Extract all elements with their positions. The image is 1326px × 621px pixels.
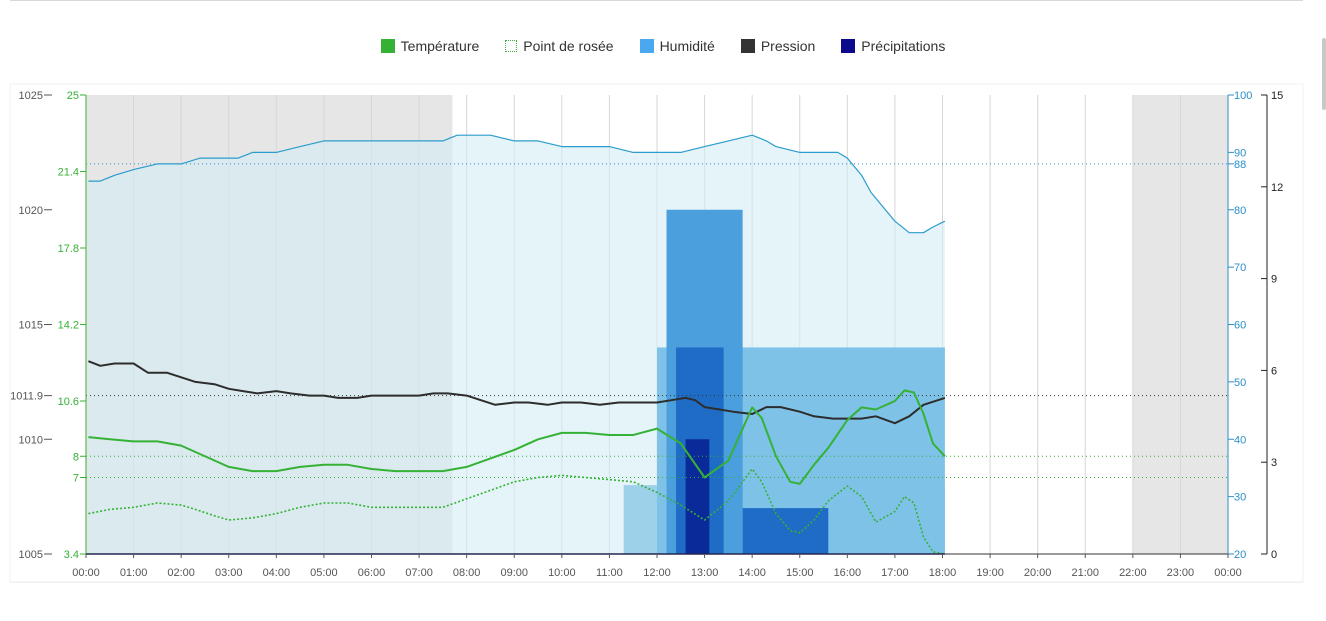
x-tick-label: 17:00	[881, 567, 909, 579]
legend-label: Pression	[760, 38, 816, 54]
solid-square-icon	[380, 39, 395, 53]
temperature-tick-label: 10.6	[58, 396, 79, 408]
x-tick-label: 10:00	[548, 567, 576, 579]
temperature-tick-label: 21.4	[58, 167, 79, 179]
x-tick-label: 07:00	[405, 567, 433, 579]
solid-square-icon	[639, 39, 654, 53]
x-tick-label: 22:00	[1119, 567, 1147, 579]
legend-label: Point de rosée	[523, 38, 614, 54]
x-tick-label: 02:00	[167, 567, 195, 579]
pressure-tick-label: 1010	[19, 434, 43, 446]
precipitation-band	[742, 508, 829, 554]
x-tick-label: 21:00	[1071, 567, 1099, 579]
legend-label: Humidité	[659, 38, 715, 54]
precipitation-tick-label: 6	[1271, 365, 1277, 377]
pressure-tick-label: 1015	[19, 320, 43, 332]
precipitation-tick-label: 12	[1271, 182, 1283, 194]
x-tick-label: 12:00	[643, 567, 671, 579]
x-tick-label: 19:00	[976, 567, 1004, 579]
precipitation-tick-label: 0	[1271, 549, 1277, 561]
x-tick-label: 15:00	[786, 567, 814, 579]
humidity-tick-label: 80	[1234, 205, 1246, 217]
x-tick-label: 16:00	[834, 567, 862, 579]
precipitation-band	[685, 439, 710, 554]
scrollbar[interactable]	[1322, 38, 1326, 110]
humidity-tick-label: 60	[1234, 320, 1246, 332]
bottom-divider	[10, 582, 1303, 583]
legend-label: Température	[400, 38, 480, 54]
x-tick-label: 23:00	[1167, 567, 1195, 579]
pressure-tick-label: 1025	[19, 90, 43, 102]
precipitation-tick-label: 15	[1271, 90, 1283, 102]
x-tick-label: 20:00	[1024, 567, 1052, 579]
legend-label: Précipitations	[861, 38, 946, 54]
series-line	[88, 134, 946, 234]
humidity-tick-label: 88	[1234, 159, 1246, 171]
temperature-tick-label: 3.4	[64, 549, 79, 561]
precipitation-tick-label: 3	[1271, 457, 1277, 469]
x-tick-label: 00:00	[72, 567, 100, 579]
x-tick-label: 08:00	[453, 567, 481, 579]
temperature-tick-label: 14.2	[58, 320, 79, 332]
temperature-tick-label: 8	[73, 451, 79, 463]
x-tick-label: 03:00	[215, 567, 243, 579]
humidity-tick-label: 40	[1234, 434, 1246, 446]
x-tick-label: 06:00	[358, 567, 386, 579]
humidity-tick-label: 100	[1234, 90, 1252, 102]
x-tick-label: 18:00	[929, 567, 957, 579]
legend-item-pressure[interactable]: Pression	[740, 36, 816, 56]
temperature-tick-label: 25	[67, 90, 79, 102]
x-tick-label: 00:00	[1214, 567, 1242, 579]
top-divider	[10, 0, 1303, 1]
solid-square-icon	[841, 39, 856, 53]
humidity-tick-label: 90	[1234, 147, 1246, 159]
x-tick-label: 14:00	[738, 567, 766, 579]
x-tick-label: 01:00	[120, 567, 148, 579]
solid-square-icon	[740, 39, 755, 53]
pressure-tick-label: 1005	[19, 549, 43, 561]
chart-legend: Température Point de rosée Humidité Pres…	[0, 36, 1326, 56]
x-tick-label: 11:00	[596, 567, 623, 579]
series-line	[88, 468, 946, 555]
humidity-tick-label: 20	[1234, 549, 1246, 561]
x-tick-label: 04:00	[263, 567, 291, 579]
dotted-square-icon	[505, 40, 518, 52]
legend-item-temperature[interactable]: Température	[380, 36, 480, 56]
pressure-tick-label: 1011.9	[10, 391, 43, 403]
humidity-tick-label: 70	[1234, 262, 1246, 274]
legend-item-dew-point[interactable]: Point de rosée	[505, 36, 614, 56]
x-tick-label: 13:00	[691, 567, 719, 579]
precipitation-tick-label: 9	[1271, 274, 1277, 286]
legend-item-humidity[interactable]: Humidité	[639, 36, 715, 56]
pressure-tick-label: 1020	[19, 205, 43, 217]
x-tick-label: 09:00	[500, 567, 528, 579]
series-line	[88, 389, 946, 485]
humidity-tick-label: 30	[1234, 492, 1246, 504]
legend-item-precipitation[interactable]: Précipitations	[841, 36, 945, 56]
temperature-tick-label: 17.8	[58, 243, 79, 255]
x-tick-label: 05:00	[310, 567, 338, 579]
humidity-tick-label: 50	[1234, 377, 1246, 389]
temperature-tick-label: 7	[73, 473, 79, 485]
series-line	[88, 360, 946, 425]
